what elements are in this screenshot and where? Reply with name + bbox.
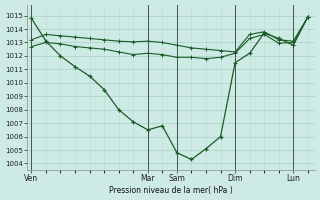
X-axis label: Pression niveau de la mer( hPa ): Pression niveau de la mer( hPa ) [109, 186, 233, 195]
